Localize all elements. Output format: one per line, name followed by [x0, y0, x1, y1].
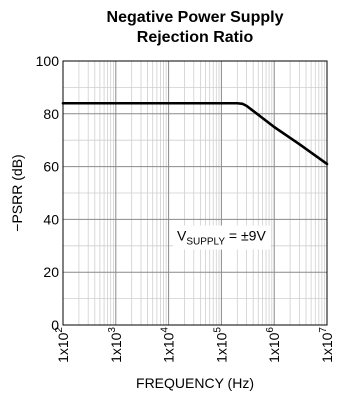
x-tick-base: 1x10: [55, 332, 71, 363]
series-layer: [61, 101, 329, 166]
x-tick-label: 1x106: [265, 327, 282, 363]
minor-grid: [63, 61, 327, 325]
chart-title-line-2: Rejection Ratio: [137, 29, 254, 46]
x-tick-label: 1x103: [107, 327, 124, 363]
y-tick-label: 80: [43, 106, 59, 122]
x-tick-exponent: 2: [54, 327, 65, 333]
chart-title-line-1: Negative Power Supply: [107, 9, 284, 26]
x-tick-exponent: 7: [318, 327, 329, 333]
plot-frame: [62, 60, 328, 326]
x-tick-base: 1x10: [108, 332, 124, 363]
x-tick-label: 1x102: [54, 327, 71, 363]
x-axis-label: FREQUENCY (Hz): [136, 375, 254, 391]
x-tick-label: 1x107: [318, 327, 335, 363]
annotation-suffix: = ±9V: [225, 228, 266, 244]
x-tick-base: 1x10: [161, 332, 177, 363]
annotation-background: [172, 225, 271, 250]
x-tick-base: 1x10: [266, 332, 282, 363]
x-tick-exponent: 3: [107, 327, 118, 333]
y-tick-label: 40: [43, 211, 59, 227]
annotation-layer: VSUPPLY = ±9V: [172, 225, 271, 250]
x-tick-exponent: 4: [160, 327, 171, 333]
x-tick-label: 1x104: [160, 327, 177, 363]
y-tick-label: 60: [43, 159, 59, 175]
x-tick-exponent: 5: [212, 327, 223, 333]
x-tick-exponent: 6: [265, 327, 276, 333]
y-axis-label: −PSRR (dB): [9, 154, 25, 231]
annotation-subscript: SUPPLY: [186, 237, 225, 248]
x-tick-base: 1x10: [319, 332, 335, 363]
x-tick-base: 1x10: [213, 332, 229, 363]
supply-voltage-annotation: VSUPPLY = ±9V: [177, 228, 267, 248]
y-tick-labels: 0 20 40 60 80 100: [36, 53, 60, 333]
y-tick-label: 100: [36, 53, 60, 69]
psrr-series-line: [61, 101, 329, 166]
x-tick-label: 1x105: [212, 327, 229, 363]
y-tick-label: 0: [51, 317, 59, 333]
annotation-prefix: V: [177, 228, 187, 244]
y-tick-label: 20: [43, 264, 59, 280]
